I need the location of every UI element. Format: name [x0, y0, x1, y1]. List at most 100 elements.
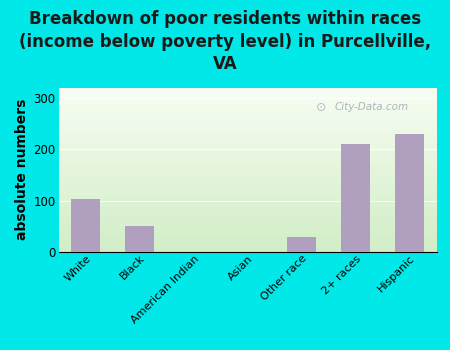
- Bar: [58, 177, 436, 178]
- Bar: [58, 140, 436, 141]
- Bar: [58, 102, 436, 103]
- Bar: [58, 153, 436, 154]
- Bar: [58, 92, 436, 93]
- Bar: [58, 185, 436, 186]
- Bar: [58, 119, 436, 120]
- Bar: [287, 237, 316, 252]
- Bar: [58, 121, 436, 122]
- Bar: [58, 225, 436, 226]
- Bar: [58, 163, 436, 164]
- Bar: [58, 162, 436, 163]
- Bar: [58, 246, 436, 247]
- Bar: [58, 145, 436, 146]
- Bar: [58, 104, 436, 105]
- Bar: [58, 161, 436, 162]
- Bar: [58, 170, 436, 171]
- Bar: [58, 126, 436, 127]
- Bar: [58, 175, 436, 176]
- Bar: [58, 144, 436, 145]
- Bar: [58, 171, 436, 172]
- Bar: [58, 137, 436, 138]
- Bar: [58, 160, 436, 161]
- Bar: [58, 117, 436, 118]
- Bar: [58, 180, 436, 181]
- Bar: [58, 208, 436, 209]
- Bar: [58, 131, 436, 132]
- Bar: [58, 240, 436, 241]
- Bar: [58, 201, 436, 202]
- Bar: [58, 107, 436, 108]
- Bar: [58, 250, 436, 251]
- Bar: [58, 224, 436, 225]
- Bar: [58, 183, 436, 184]
- Bar: [58, 236, 436, 237]
- Bar: [58, 232, 436, 233]
- Bar: [58, 237, 436, 238]
- Bar: [58, 230, 436, 231]
- Bar: [58, 227, 436, 228]
- Text: City-Data.com: City-Data.com: [334, 102, 409, 112]
- Bar: [58, 212, 436, 214]
- Bar: [58, 155, 436, 156]
- Bar: [341, 144, 370, 252]
- Bar: [58, 195, 436, 196]
- Bar: [58, 172, 436, 173]
- Bar: [58, 97, 436, 98]
- Bar: [58, 189, 436, 191]
- Bar: [58, 156, 436, 158]
- Text: ⊙: ⊙: [315, 101, 326, 114]
- Bar: [58, 164, 436, 165]
- Bar: [58, 108, 436, 110]
- Bar: [58, 113, 436, 114]
- Y-axis label: absolute numbers: absolute numbers: [15, 99, 29, 240]
- Bar: [58, 136, 436, 137]
- Bar: [58, 243, 436, 244]
- Bar: [58, 154, 436, 155]
- Bar: [58, 139, 436, 140]
- Bar: [58, 169, 436, 170]
- Bar: [58, 215, 436, 216]
- Bar: [58, 134, 436, 135]
- Bar: [58, 150, 436, 151]
- Bar: [58, 204, 436, 205]
- Bar: [58, 174, 436, 175]
- Bar: [58, 233, 436, 235]
- Bar: [58, 222, 436, 224]
- Bar: [58, 187, 436, 188]
- Bar: [58, 178, 436, 180]
- Bar: [58, 234, 436, 236]
- Bar: [58, 249, 436, 250]
- Bar: [58, 218, 436, 219]
- Bar: [71, 199, 100, 252]
- Bar: [58, 129, 436, 130]
- Bar: [58, 152, 436, 153]
- Bar: [58, 244, 436, 245]
- Bar: [58, 94, 436, 95]
- Bar: [58, 90, 436, 91]
- Bar: [58, 158, 436, 159]
- Text: Breakdown of poor residents within races
(income below poverty level) in Purcell: Breakdown of poor residents within races…: [19, 10, 431, 73]
- Bar: [58, 205, 436, 206]
- Bar: [58, 229, 436, 230]
- Bar: [58, 122, 436, 124]
- Bar: [58, 167, 436, 168]
- Bar: [58, 182, 436, 183]
- Bar: [58, 209, 436, 210]
- Bar: [58, 241, 436, 242]
- Bar: [58, 245, 436, 246]
- Bar: [58, 247, 436, 249]
- Bar: [58, 228, 436, 229]
- Bar: [58, 93, 436, 94]
- Bar: [58, 128, 436, 129]
- Bar: [58, 197, 436, 198]
- Bar: [58, 112, 436, 113]
- Bar: [58, 125, 436, 126]
- Bar: [58, 135, 436, 136]
- Bar: [58, 130, 436, 131]
- Bar: [58, 173, 436, 174]
- Bar: [58, 194, 436, 195]
- Bar: [58, 184, 436, 185]
- Bar: [58, 110, 436, 111]
- Bar: [58, 221, 436, 222]
- Bar: [58, 181, 436, 182]
